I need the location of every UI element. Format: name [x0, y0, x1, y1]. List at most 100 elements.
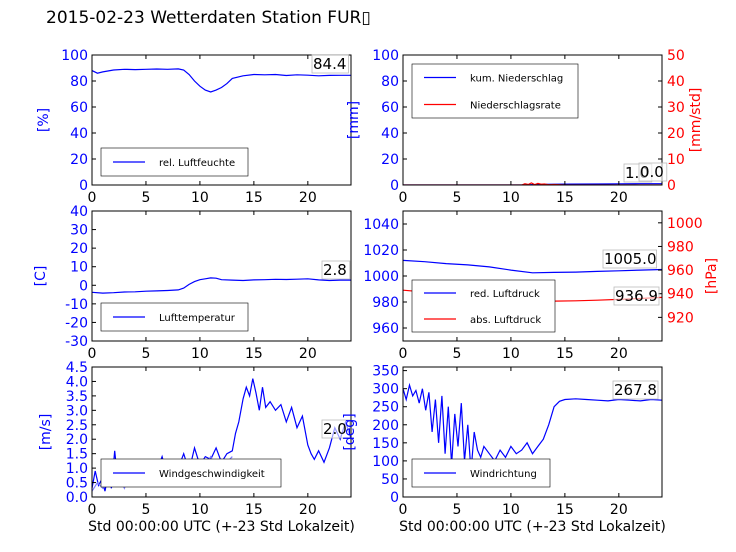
panel-1: 0 5 10 15 20 0 20 40 60 80 100 [%] rel. Luftfeuchte 8… [36, 48, 352, 206]
y-right-axis-label: [hPa] [704, 258, 720, 294]
y-tick-label: 200 [372, 418, 399, 434]
x-tick-label: 0 [88, 346, 97, 362]
annotation-label: 936.9 [615, 287, 658, 305]
x-tick-label: 15 [556, 346, 574, 362]
series-line-1 [403, 259, 662, 274]
legend-box [411, 279, 556, 333]
y-tick-label: 3.0 [66, 403, 88, 419]
x-tick-label: 10 [191, 502, 209, 518]
x-tick-label: 15 [245, 190, 263, 206]
x-tick-label: 5 [141, 190, 150, 206]
y-tick-label: 4.0 [66, 374, 88, 390]
y-tick-label: -20 [65, 315, 88, 331]
y-axis-label: [deg] [342, 413, 358, 450]
annotation-label: 1005.0 [604, 250, 657, 268]
x-tick-label: 0 [399, 190, 408, 206]
legend-label: red. Luftdruck [470, 289, 540, 300]
y-tick-label: 40 [381, 126, 399, 142]
legend-label: abs. Luftdruck [470, 315, 541, 326]
x-tick-label: 15 [245, 502, 263, 518]
y-tick-label: 10 [70, 260, 88, 276]
plot-frame [91, 210, 352, 342]
y-tick-label: 20 [381, 152, 399, 168]
annotation-label: 2.0 [323, 420, 347, 438]
y-right-tick-label: 10 [667, 152, 685, 168]
x-axis-label: Std 00:00:00 UTC (+-23 Std Lokalzeit) [399, 519, 666, 535]
y-tick-label: 250 [372, 400, 399, 416]
annotation-box [613, 286, 660, 306]
y-tick-label: 30 [70, 223, 88, 239]
y-axis-label: [C] [33, 266, 49, 287]
x-tick-label: 15 [556, 190, 574, 206]
y-tick-label: 60 [381, 100, 399, 116]
y-tick-label: 80 [70, 74, 88, 90]
x-tick-label: 0 [88, 190, 97, 206]
page-title: 2015-02-23 Wetterdaten Station FUR▯ [46, 8, 371, 28]
x-tick-label: 15 [556, 502, 574, 518]
x-tick-label: 20 [299, 346, 317, 362]
y-tick-label: 40 [70, 126, 88, 142]
x-tick-label: 5 [452, 346, 461, 362]
x-tick-label: 0 [399, 502, 408, 518]
x-tick-label: 0 [399, 346, 408, 362]
y-tick-label: 4.5 [66, 360, 88, 376]
y-tick-label: 0 [390, 178, 399, 194]
y-tick-label: 100 [61, 48, 88, 64]
y-right-tick-label: 0 [667, 178, 676, 194]
x-tick-label: 10 [191, 346, 209, 362]
y-tick-label: 80 [381, 74, 399, 90]
plot-frame [91, 366, 352, 498]
y-right-tick-label: 50 [667, 48, 685, 64]
annotation-box [321, 419, 351, 439]
y-tick-label: 300 [372, 382, 399, 398]
y-tick-label: 40 [70, 204, 88, 220]
y-tick-label: 2.5 [66, 418, 88, 434]
y-tick-label: 60 [70, 100, 88, 116]
x-tick-label: 20 [299, 502, 317, 518]
y-tick-label: 100 [372, 454, 399, 470]
y-tick-label: 1.0 [66, 461, 88, 477]
x-tick-label: 20 [299, 190, 317, 206]
x-axis-label: Std 00:00:00 UTC (+-23 Std Lokalzeit) [88, 519, 355, 535]
x-tick-label: 5 [141, 346, 150, 362]
annotation-label: 2.8 [323, 261, 347, 279]
y-axis-label: [m/s] [38, 414, 54, 451]
y-right-tick-label: 40 [667, 74, 685, 90]
y-right-tick-label: 20 [667, 126, 685, 142]
annotation-label: 267.8 [614, 381, 657, 399]
legend-box [411, 63, 579, 119]
plot-frame [402, 366, 663, 498]
x-tick-label: 20 [610, 190, 628, 206]
legend-label: kum. Niederschlag [470, 74, 563, 85]
y-tick-label: 3.5 [66, 389, 88, 405]
y-right-tick-label: 980 [667, 239, 694, 255]
y-tick-label: 980 [372, 295, 399, 311]
x-tick-label: 5 [452, 190, 461, 206]
y-tick-label: 350 [372, 364, 399, 380]
annotation-label: 0.0 [640, 163, 664, 181]
y-right-tick-label: 960 [667, 263, 694, 279]
annotation-box [311, 54, 349, 74]
x-tick-label: 10 [502, 502, 520, 518]
x-tick-label: 15 [245, 346, 263, 362]
legend-label: Windgeschwindigkeit [159, 469, 265, 480]
legend-label: rel. Luftfeuchte [159, 158, 235, 169]
y-right-tick-label: 30 [667, 100, 685, 116]
annotation-box [638, 162, 668, 182]
legend-label: Windrichtung [470, 469, 537, 480]
annotation-box [602, 249, 657, 269]
annotation-box [321, 260, 351, 280]
x-tick-label: 0 [88, 502, 97, 518]
y-tick-label: 0 [79, 178, 88, 194]
y-tick-label: 2.0 [66, 432, 88, 448]
x-tick-label: 20 [610, 346, 628, 362]
annotation-label: 84.4 [313, 55, 346, 73]
y-tick-label: 20 [70, 241, 88, 257]
y-right-tick-label: 1000 [667, 216, 703, 232]
panel-4: 0 5 10 15 20 960 980 1000 1020 1040 920 940 960 980 10… [363, 210, 720, 362]
y-right-tick-label: 920 [667, 310, 694, 326]
legend-label: Niederschlagsrate [470, 101, 561, 112]
y-right-axis-label: [mm/std] [688, 88, 704, 153]
